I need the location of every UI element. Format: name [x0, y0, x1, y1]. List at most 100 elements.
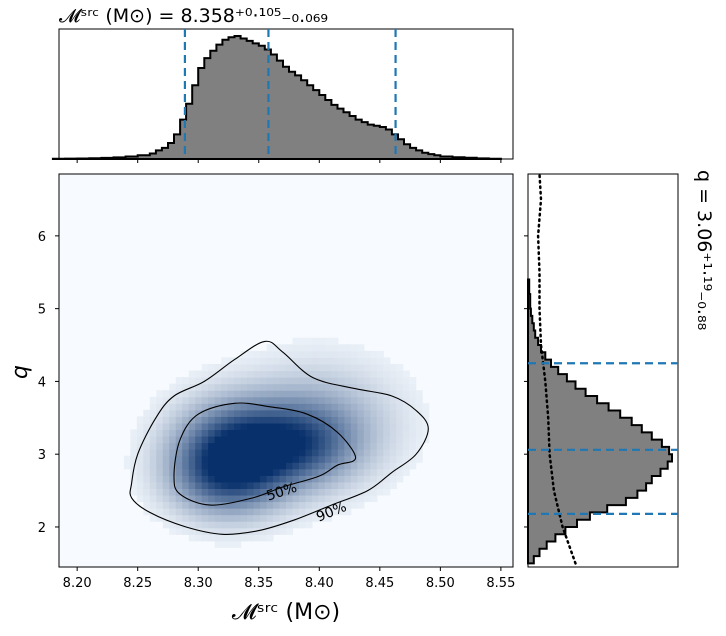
density-cell: [298, 422, 307, 431]
density-cell: [227, 390, 235, 398]
density-cell: [195, 429, 203, 437]
density-cell: [169, 462, 177, 470]
density-cell: [195, 396, 203, 404]
density-cell: [136, 449, 144, 457]
density-cell: [195, 377, 203, 385]
density-cell: [266, 390, 274, 398]
density-cell: [383, 455, 391, 463]
density-cell: [214, 481, 222, 489]
density-cell: [253, 416, 261, 424]
density-cell: [279, 357, 287, 365]
density-cell: [195, 462, 203, 470]
density-cell: [415, 429, 423, 437]
density-cell: [208, 481, 216, 489]
q-title: q = 3.06⁺¹·¹⁹₋₀.₈₈: [693, 170, 715, 330]
density-cell: [357, 344, 365, 352]
density-cell: [318, 416, 326, 424]
density-cell: [156, 488, 164, 496]
density-cell: [182, 449, 190, 457]
density-cell: [253, 501, 261, 509]
density-cell: [247, 429, 255, 437]
density-cell: [363, 390, 371, 398]
density-cell: [350, 488, 358, 496]
density-cell: [279, 370, 287, 378]
density-cell: [123, 462, 131, 470]
density-cell: [396, 396, 404, 404]
density-cell: [292, 396, 300, 404]
q-histogram: [527, 278, 673, 565]
density-cell: [286, 449, 294, 457]
density-cell: [130, 481, 138, 489]
density-cell: [298, 521, 307, 529]
density-cell: [175, 429, 183, 437]
density-cell: [376, 488, 384, 496]
density-cell: [298, 409, 307, 417]
density-cell: [201, 383, 209, 391]
density-cell: [195, 468, 203, 476]
density-cell: [234, 481, 242, 489]
density-cell: [337, 403, 345, 411]
density-cell: [234, 442, 242, 450]
density-cell: [370, 429, 378, 437]
density-cell: [240, 396, 248, 404]
density-cell: [389, 383, 397, 391]
density-cell: [292, 521, 300, 529]
density-cell: [344, 468, 352, 476]
density-cell: [156, 508, 164, 516]
density-cell: [311, 370, 320, 378]
density-cell: [201, 534, 209, 542]
density-cell: [409, 403, 417, 411]
density-cell: [182, 442, 190, 450]
density-cell: [350, 494, 358, 503]
density-cell: [286, 527, 294, 535]
density-cell: [234, 436, 242, 444]
density-cell: [350, 442, 358, 450]
density-cell: [363, 455, 371, 463]
density-cell: [305, 416, 313, 424]
density-cell: [208, 475, 216, 483]
density-cell: [337, 449, 345, 457]
density-cell: [331, 377, 339, 385]
density-cell: [266, 481, 274, 489]
density-cell: [169, 494, 177, 503]
density-cell: [318, 370, 326, 378]
density-cell: [227, 383, 235, 391]
q-left-ticks: [524, 235, 528, 528]
y-tick-label: 2: [38, 521, 46, 536]
density-cell: [324, 383, 332, 391]
density-cell: [162, 442, 170, 450]
density-cell: [273, 429, 281, 437]
density-cell: [234, 521, 242, 529]
density-cell: [292, 357, 300, 365]
x-axis-label: 𝓜ˢʳᶜ (M⊙): [232, 600, 340, 625]
density-cell: [311, 501, 320, 509]
density-cell: [234, 377, 242, 385]
density-cell: [286, 521, 294, 529]
density-cell: [305, 468, 313, 476]
density-cell: [266, 462, 274, 470]
density-cell: [357, 416, 365, 424]
density-cell: [195, 494, 203, 503]
density-cell: [149, 409, 157, 417]
density-cell: [273, 521, 281, 529]
density-cell: [208, 514, 216, 522]
density-cell: [221, 488, 229, 496]
density-cell: [201, 481, 209, 489]
density-cell: [357, 390, 365, 398]
density-cell: [402, 396, 410, 404]
density-cell: [383, 429, 391, 437]
density-cell: [370, 462, 378, 470]
density-cell: [253, 390, 261, 398]
density-cell: [318, 468, 326, 476]
density-cell: [370, 357, 378, 365]
density-cell: [292, 370, 300, 378]
density-cell: [188, 455, 196, 463]
density-cell: [409, 409, 417, 417]
density-cell: [175, 422, 183, 431]
density-cell: [273, 436, 281, 444]
density-cell: [402, 370, 410, 378]
density-cell: [292, 468, 300, 476]
density-cell: [214, 494, 222, 503]
density-cell: [331, 494, 339, 503]
density-cell: [286, 508, 294, 516]
